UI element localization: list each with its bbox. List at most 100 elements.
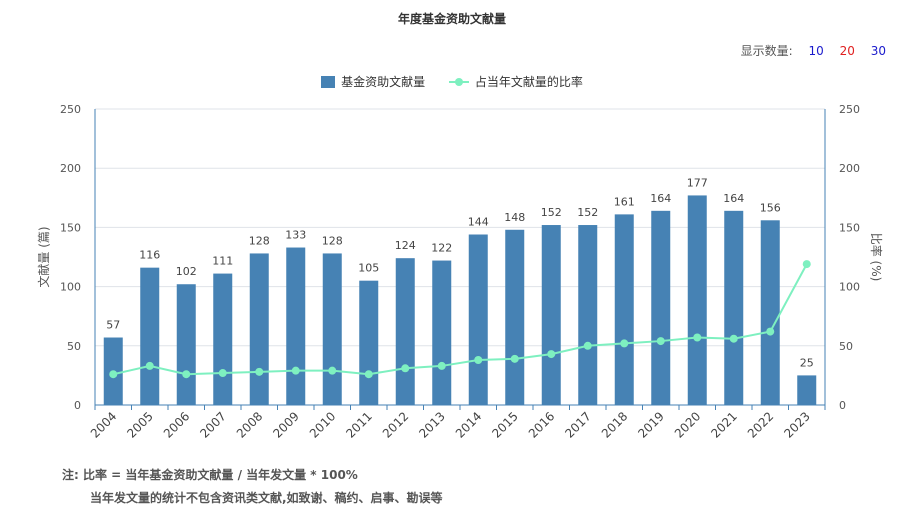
bar-value-label: 124 <box>395 239 416 252</box>
x-tick-label: 2005 <box>124 409 155 440</box>
ratio-point <box>583 341 592 350</box>
bar-value-label: 133 <box>285 229 306 242</box>
ratio-point <box>620 339 629 348</box>
bar <box>395 258 415 405</box>
bar-value-label: 111 <box>212 255 233 268</box>
y-tick-label: 0 <box>74 399 81 412</box>
ratio-point <box>291 366 300 375</box>
bar-value-label: 164 <box>723 192 744 205</box>
ratio-point <box>218 369 227 378</box>
ratio-point <box>328 366 337 375</box>
bar-value-label: 152 <box>577 206 598 219</box>
y-tick-label: 50 <box>67 340 81 353</box>
y-tick-label: 250 <box>60 103 81 116</box>
note-ratio: 注: 比率 = 当年基金资助文献量 / 当年发文量 * 100% <box>62 468 358 482</box>
legend-item-line[interactable]: 占当年文献量的比率 <box>448 73 583 90</box>
bar <box>578 225 598 405</box>
bar <box>760 220 780 405</box>
bar <box>176 284 196 405</box>
display-count-selector: 显示数量: 10 20 30 <box>741 42 886 59</box>
bar-value-label: 25 <box>800 356 814 369</box>
bar-value-label: 102 <box>176 265 197 278</box>
bar-value-label: 164 <box>650 192 671 205</box>
legend-line-swatch <box>448 76 469 88</box>
ratio-point <box>693 333 702 342</box>
display-count-option-30[interactable]: 30 <box>870 44 886 58</box>
x-tick-label: 2006 <box>161 409 192 440</box>
y2-axis-title: 比率 (%) <box>869 233 884 282</box>
bar <box>140 267 160 405</box>
ratio-point <box>437 361 446 370</box>
ratio-point <box>182 370 191 379</box>
bar-value-label: 177 <box>687 176 708 189</box>
bar <box>286 247 306 405</box>
y-tick-label: 150 <box>60 221 81 234</box>
bar <box>249 253 269 405</box>
bar <box>322 253 342 405</box>
bar <box>541 225 561 405</box>
bar <box>687 195 707 405</box>
legend-bar-label: 基金资助文献量 <box>341 75 426 89</box>
bar-value-label: 148 <box>504 211 525 224</box>
x-tick-label: 2004 <box>88 409 119 440</box>
bar-value-label: 105 <box>358 262 379 275</box>
legend-bar-swatch <box>321 75 336 88</box>
x-tick-label: 2019 <box>635 409 666 440</box>
legend-line-label: 占当年文献量的比率 <box>474 75 583 89</box>
ratio-line <box>113 263 808 376</box>
x-tick-label: 2009 <box>270 409 301 440</box>
x-tick-label: 2011 <box>343 409 374 440</box>
bar <box>359 280 379 405</box>
y-tick-label: 200 <box>60 162 81 175</box>
bar-value-label: 128 <box>322 234 343 247</box>
y-tick-label: 100 <box>60 281 81 294</box>
ratio-point <box>474 356 483 365</box>
ratio-point <box>109 370 118 379</box>
x-tick-label: 2012 <box>380 409 411 440</box>
y2-tick-label: 0 <box>839 399 846 412</box>
bar-value-label: 161 <box>614 195 635 208</box>
ratio-point <box>145 361 154 370</box>
x-tick-label: 2016 <box>526 409 557 440</box>
x-tick-label: 2018 <box>599 409 630 440</box>
bar <box>651 210 671 405</box>
bar-value-label: 144 <box>468 216 489 229</box>
ratio-point <box>729 334 738 343</box>
display-count-option-10[interactable]: 10 <box>808 44 824 58</box>
ratio-point <box>802 260 811 269</box>
ratio-point <box>510 354 519 363</box>
x-tick-label: 2015 <box>489 409 520 440</box>
bar <box>614 214 634 405</box>
bar <box>213 273 233 405</box>
legend-item-bar[interactable]: 基金资助文献量 <box>321 73 425 90</box>
x-tick-label: 2007 <box>197 409 228 440</box>
ratio-point <box>547 350 556 359</box>
bar-value-label: 128 <box>249 234 270 247</box>
chart-title: 年度基金资助文献量 <box>397 12 506 26</box>
bar-value-label: 156 <box>760 201 781 214</box>
bar <box>468 234 488 405</box>
bar-value-label: 116 <box>139 249 160 262</box>
ratio-point <box>401 364 410 373</box>
display-count-option-20[interactable]: 20 <box>839 44 855 58</box>
x-tick-label: 2023 <box>781 409 812 440</box>
y2-tick-label: 250 <box>839 103 860 116</box>
bar <box>505 229 525 405</box>
chart-legend: 基金资助文献量 占当年文献量的比率 <box>0 73 904 91</box>
ratio-point <box>656 337 665 346</box>
y-axis-title: 文献量 (篇) <box>36 226 51 287</box>
bar <box>797 375 817 405</box>
y2-tick-label: 50 <box>839 340 853 353</box>
y2-tick-label: 100 <box>839 281 860 294</box>
bar <box>724 210 744 405</box>
x-tick-label: 2022 <box>745 409 776 440</box>
bar-value-label: 152 <box>541 206 562 219</box>
x-tick-label: 2010 <box>307 409 338 440</box>
bar <box>432 260 452 405</box>
ratio-point <box>766 327 775 336</box>
ratio-point <box>255 367 264 376</box>
ratio-point <box>364 370 373 379</box>
x-tick-label: 2013 <box>416 409 447 440</box>
x-tick-label: 2021 <box>708 409 739 440</box>
